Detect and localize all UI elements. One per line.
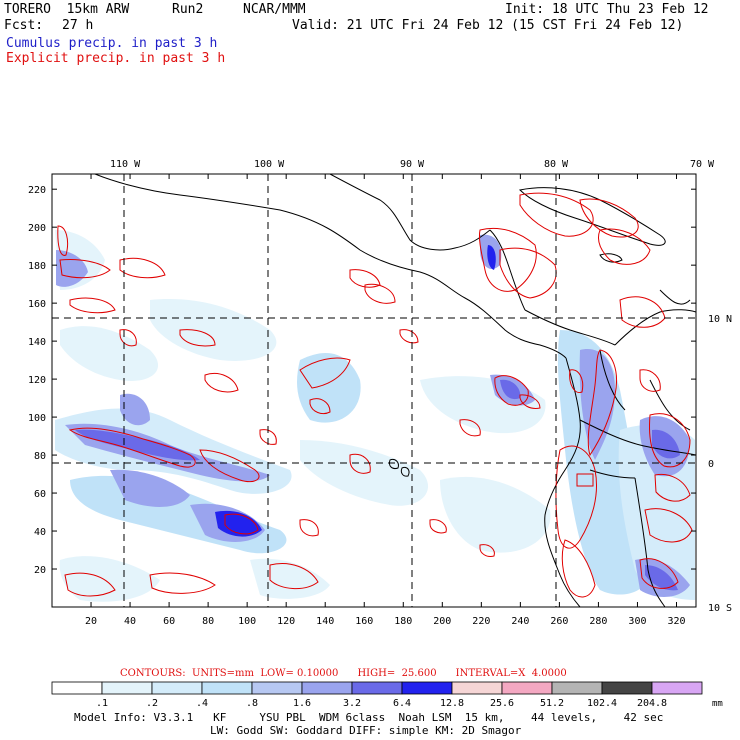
colorbar-swatch [151, 681, 203, 695]
y-grid-label-180: 180 [28, 261, 46, 272]
x-grid-label-40: 40 [124, 616, 136, 627]
colorbar-units: mm [712, 699, 723, 709]
x-grid-label-80: 80 [202, 616, 214, 627]
lon-label-70w: 70 W [690, 159, 715, 170]
colorbar-level-label: 12.8 [440, 698, 464, 709]
lon-label-90w: 90 W [400, 159, 425, 170]
org-label: NCAR/MMM [243, 2, 306, 17]
x-grid-label-240: 240 [511, 616, 529, 627]
x-grid-label-180: 180 [394, 616, 412, 627]
colorbar-swatch [301, 681, 353, 695]
physics-info: LW: Godd SW: Goddard DIFF: simple KM: 2D… [210, 724, 522, 737]
init-time: Init: 18 UTC Thu 23 Feb 12 [505, 2, 709, 17]
colorbar-swatch [651, 681, 703, 695]
colorbar-level-label: 102.4 [587, 698, 617, 709]
y-grid-label-120: 120 [28, 375, 46, 386]
x-grid-label-140: 140 [316, 616, 334, 627]
colorbar-level-label: 204.8 [637, 698, 667, 709]
x-grid-label-220: 220 [472, 616, 490, 627]
y-grid-label-60: 60 [34, 489, 46, 500]
y-grid-label-200: 200 [28, 223, 46, 234]
latitude-labels: 10 N 0 10 S [708, 314, 732, 614]
run-label: Run2 [172, 2, 204, 17]
lon-label-100w: 100 W [254, 159, 285, 170]
x-grid-label-120: 120 [277, 616, 295, 627]
colorbar-level-label: 1.6 [293, 698, 311, 709]
model-title: TORERO 15km ARW [4, 2, 130, 17]
cumulus-precip-shading [55, 230, 695, 602]
x-grid-label-160: 160 [355, 616, 373, 627]
contours-info: CONTOURS: UNITS=mm LOW= 0.10000 HIGH= 25… [120, 668, 567, 679]
forecast-hour: 27 h [62, 18, 94, 33]
lat-label-10n: 10 N [708, 314, 732, 325]
x-grid-label-280: 280 [589, 616, 607, 627]
y-grid-label-160: 160 [28, 299, 46, 310]
colorbar-swatch [351, 681, 403, 695]
colorbar-level-label: 6.4 [393, 698, 411, 709]
y-grid-labels: 20 40 60 80 100 120 140 160 180 200 220 [28, 185, 46, 576]
colorbar-swatch [501, 681, 553, 695]
forecast-label: Fcst: [4, 18, 44, 33]
coastlines [94, 174, 696, 607]
colorbar-swatch [101, 681, 153, 695]
colorbar: .1 .2 .4 .8 1.6 3.2 6.4 12.8 25.6 51.2 102.4 204.8 [51, 681, 703, 709]
y-grid-label-220: 220 [28, 185, 46, 196]
explicit-precip-contours [57, 192, 693, 598]
colorbar-swatch [451, 681, 503, 695]
lon-label-80w: 80 W [544, 159, 569, 170]
longitude-labels: 110 W 100 W 90 W 80 W 70 W [110, 159, 715, 170]
colorbar-level-label: 3.2 [343, 698, 361, 709]
x-grid-labels: 20 40 60 80 100 120 140 160 180 200 220 240 260 280 30… [85, 616, 686, 627]
x-grid-label-200: 200 [433, 616, 451, 627]
colorbar-level-label: .2 [146, 698, 158, 709]
field-cumulus-label: Cumulus precip. in past 3 h [6, 36, 218, 51]
lon-label-110w: 110 W [110, 159, 141, 170]
x-grid-label-100: 100 [238, 616, 256, 627]
x-grid-label-320: 320 [667, 616, 685, 627]
model-info: Model Info: V3.3.1 KF YSU PBL WDM 6class… [74, 711, 664, 724]
valid-time: Valid: 21 UTC Fri 24 Feb 12 (15 CST Fri … [292, 18, 684, 33]
colorbar-swatch [201, 681, 253, 695]
colorbar-level-label: .8 [246, 698, 258, 709]
x-grid-label-300: 300 [628, 616, 646, 627]
colorbar-level-label: .1 [96, 698, 108, 709]
field-explicit-label: Explicit precip. in past 3 h [6, 51, 226, 66]
axis-ticks [52, 174, 696, 607]
y-grid-label-100: 100 [28, 413, 46, 424]
y-grid-label-80: 80 [34, 451, 46, 462]
colorbar-level-label: 25.6 [490, 698, 514, 709]
colorbar-swatch [601, 681, 653, 695]
lat-label-10s: 10 S [708, 603, 732, 614]
y-grid-label-140: 140 [28, 337, 46, 348]
x-grid-label-260: 260 [550, 616, 568, 627]
colorbar-level-label: .4 [196, 698, 208, 709]
y-grid-label-20: 20 [34, 565, 46, 576]
x-grid-label-60: 60 [163, 616, 175, 627]
x-grid-label-20: 20 [85, 616, 97, 627]
colorbar-swatch [51, 681, 103, 695]
lat-label-0: 0 [708, 459, 714, 470]
colorbar-swatch [551, 681, 603, 695]
y-grid-label-40: 40 [34, 527, 46, 538]
lat-lon-grid [52, 174, 696, 607]
colorbar-swatch [251, 681, 303, 695]
colorbar-level-label: 51.2 [540, 698, 564, 709]
colorbar-swatch [401, 681, 453, 695]
